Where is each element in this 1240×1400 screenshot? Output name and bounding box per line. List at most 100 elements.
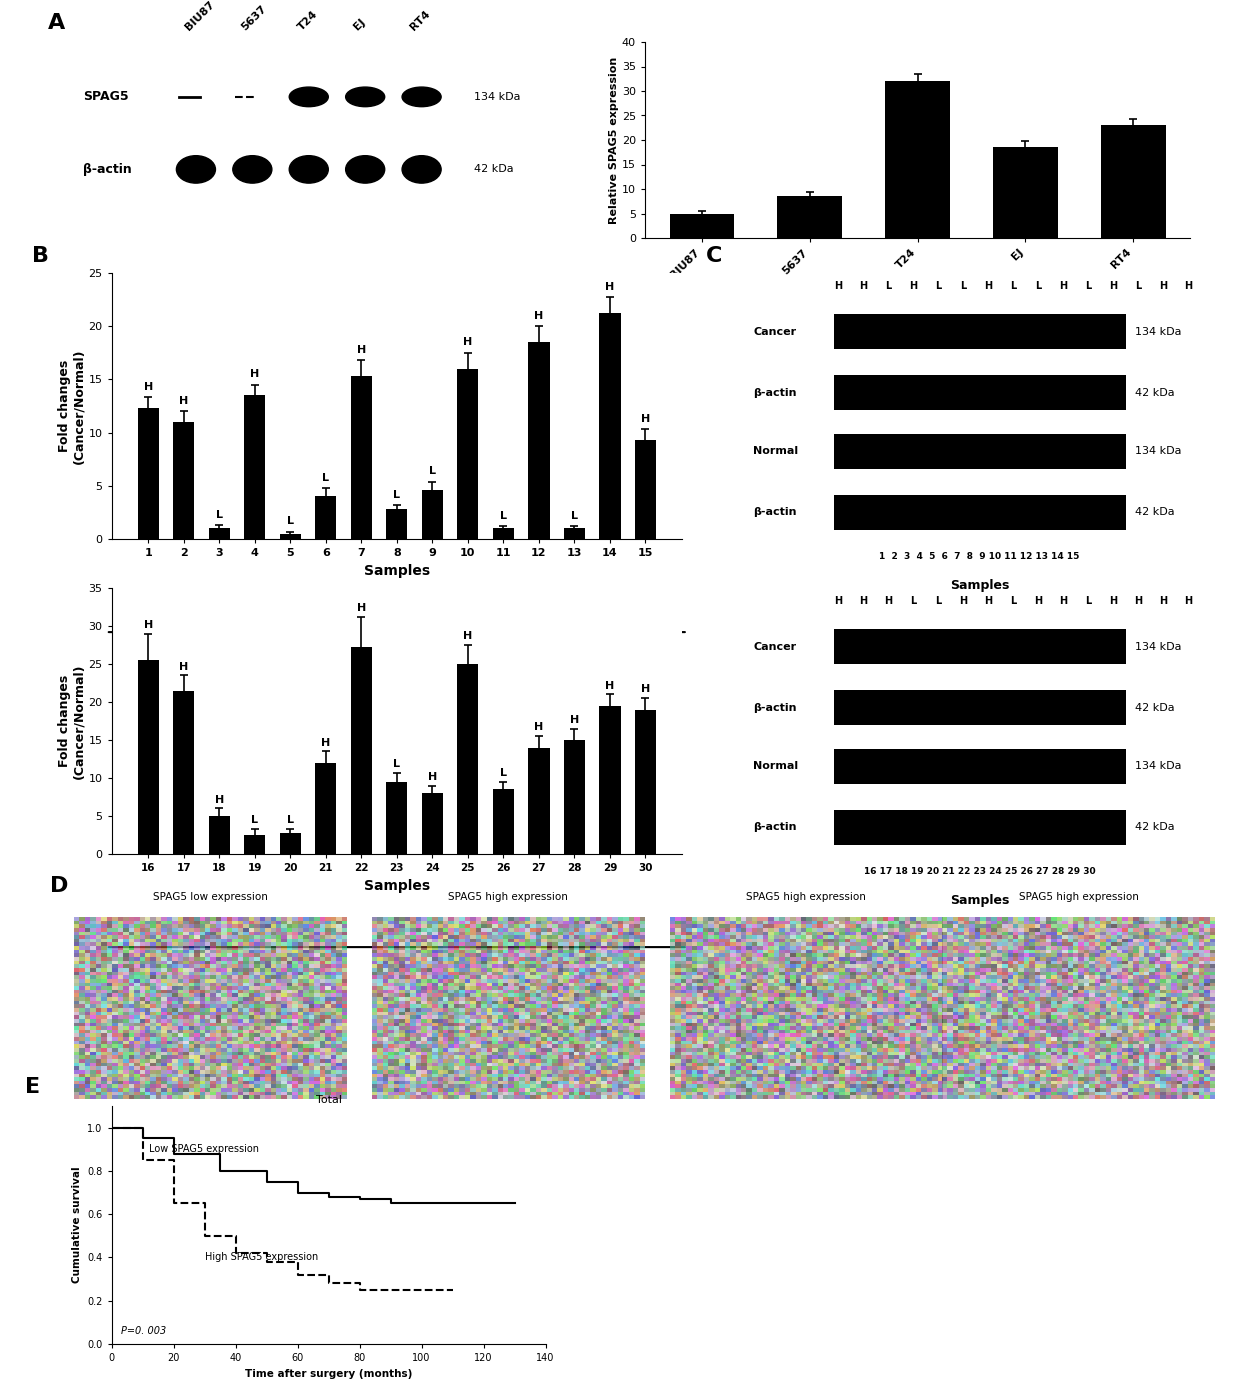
Text: L: L	[252, 815, 258, 825]
Text: L: L	[1009, 596, 1017, 606]
Text: H: H	[1109, 596, 1117, 606]
Text: 134 kDa: 134 kDa	[1135, 447, 1182, 456]
Text: β-actin: β-actin	[754, 507, 797, 518]
Text: A: A	[48, 13, 66, 32]
Text: H: H	[605, 283, 615, 293]
Bar	[279, 533, 301, 539]
FancyBboxPatch shape	[833, 749, 1126, 784]
Ellipse shape	[289, 155, 329, 183]
Text: 42 kDa: 42 kDa	[1135, 703, 1174, 713]
Bar	[777, 196, 842, 238]
Text: H: H	[357, 344, 366, 356]
Ellipse shape	[402, 155, 441, 183]
Text: 1  2  3  4  5  6  7  8  9 10 11 12 13 14 15: 1 2 3 4 5 6 7 8 9 10 11 12 13 14 15	[879, 552, 1080, 561]
Text: L: L	[393, 490, 401, 500]
Bar	[174, 690, 195, 854]
Text: Normal: Normal	[754, 447, 799, 456]
Text: L: L	[1085, 596, 1091, 606]
Text: H: H	[1059, 596, 1068, 606]
Text: 42 kDa: 42 kDa	[1135, 507, 1174, 518]
FancyBboxPatch shape	[833, 811, 1126, 844]
Text: L: L	[910, 596, 916, 606]
Text: H: H	[641, 414, 650, 424]
Text: H: H	[835, 596, 842, 606]
FancyBboxPatch shape	[833, 375, 1126, 410]
Text: L: L	[935, 596, 941, 606]
Text: Samples: Samples	[950, 580, 1009, 592]
Bar	[492, 528, 515, 539]
Text: L: L	[393, 759, 401, 769]
Y-axis label: Relative SPAG5 expression: Relative SPAG5 expression	[609, 56, 619, 224]
Bar	[386, 510, 408, 539]
Bar	[315, 497, 336, 539]
Bar	[386, 781, 408, 854]
Text: BIU87: BIU87	[184, 0, 216, 32]
FancyBboxPatch shape	[833, 434, 1126, 469]
Bar	[138, 409, 159, 539]
Bar	[244, 834, 265, 854]
Text: L: L	[322, 473, 330, 483]
Text: H: H	[884, 596, 893, 606]
Text: β-actin: β-actin	[754, 822, 797, 833]
Y-axis label: Fold changes
(Cancer/Normal): Fold changes (Cancer/Normal)	[58, 664, 86, 778]
Text: H: H	[569, 715, 579, 725]
Text: C: C	[707, 246, 723, 266]
Text: L: L	[286, 815, 294, 825]
Bar	[599, 706, 620, 854]
Text: H: H	[179, 396, 188, 406]
Bar	[208, 528, 229, 539]
Text: H: H	[428, 771, 436, 781]
Text: H: H	[1184, 596, 1192, 606]
Text: SPAG5 high expression: SPAG5 high expression	[746, 892, 866, 903]
Ellipse shape	[346, 155, 384, 183]
Text: SPAG5 high expression: SPAG5 high expression	[1019, 892, 1138, 903]
Text: 5637: 5637	[239, 3, 268, 32]
Text: β-actin: β-actin	[754, 703, 797, 713]
Text: 134 kDa: 134 kDa	[1135, 641, 1182, 651]
Text: L: L	[1035, 281, 1042, 291]
Text: H: H	[464, 337, 472, 347]
Text: B: B	[32, 246, 48, 266]
Text: E: E	[25, 1078, 40, 1098]
Text: 16 17 18 19 20 21 22 23 24 25 26 27 28 29 30: 16 17 18 19 20 21 22 23 24 25 26 27 28 2…	[864, 867, 1095, 876]
Ellipse shape	[402, 87, 441, 106]
Bar	[351, 377, 372, 539]
FancyBboxPatch shape	[833, 496, 1126, 529]
Text: H: H	[985, 281, 992, 291]
Text: H: H	[144, 620, 153, 630]
Text: Samples: Samples	[950, 895, 1009, 907]
X-axis label: Samples: Samples	[363, 879, 430, 893]
Bar	[208, 816, 229, 854]
Text: H: H	[1184, 281, 1192, 291]
Bar	[458, 368, 479, 539]
Text: L: L	[885, 281, 892, 291]
Text: H: H	[985, 596, 992, 606]
Bar	[279, 833, 301, 854]
Bar	[635, 440, 656, 539]
FancyBboxPatch shape	[833, 314, 1126, 349]
Bar	[993, 147, 1058, 238]
Text: H: H	[357, 603, 366, 613]
Text: H: H	[1109, 281, 1117, 291]
Text: Normal: Normal	[754, 762, 799, 771]
Bar	[351, 647, 372, 854]
Text: High SPAG5 expression: High SPAG5 expression	[205, 1253, 317, 1263]
Text: D: D	[50, 876, 68, 896]
Text: 134 kDa: 134 kDa	[1135, 762, 1182, 771]
Text: 42 kDa: 42 kDa	[1135, 388, 1174, 398]
Y-axis label: Fold changes
(Cancer/Normal): Fold changes (Cancer/Normal)	[58, 349, 86, 463]
Bar	[174, 421, 195, 539]
Text: L: L	[570, 511, 578, 521]
Text: 42 kDa: 42 kDa	[1135, 822, 1174, 833]
Text: β-actin: β-actin	[83, 162, 131, 176]
Text: SPAG5 high expression: SPAG5 high expression	[449, 892, 568, 903]
Bar	[670, 213, 734, 238]
Text: H: H	[1034, 596, 1042, 606]
Bar	[315, 763, 336, 854]
Text: RT4: RT4	[408, 8, 433, 32]
Text: β-actin: β-actin	[754, 388, 797, 398]
Text: P=0. 003: P=0. 003	[120, 1326, 166, 1336]
Text: L: L	[935, 281, 941, 291]
Bar	[422, 794, 443, 854]
Text: H: H	[835, 281, 842, 291]
